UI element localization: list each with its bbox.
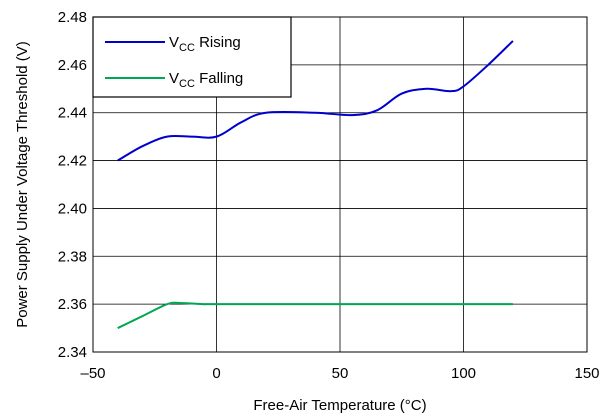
series-line-1: [117, 301, 513, 329]
x-tick-label: –50: [80, 365, 105, 382]
y-tick-label: 2.46: [58, 57, 87, 74]
y-tick-label: 2.36: [58, 296, 87, 313]
legend-entry: VCC Falling: [169, 70, 243, 90]
plot-frame: [92, 16, 588, 353]
series-lines: [117, 40, 514, 329]
y-tick-label: 2.48: [58, 9, 87, 26]
x-axis-label: Free-Air Temperature (°C): [253, 397, 426, 414]
x-tick-label: 100: [451, 365, 476, 382]
y-tick-label: 2.34: [58, 344, 87, 361]
x-tick-label: 50: [332, 365, 349, 382]
y-tick-label: 2.42: [58, 153, 87, 170]
legend-entry: VCC Rising: [169, 34, 241, 54]
x-tick-labels: –50 0 50 100 150: [80, 365, 599, 382]
y-tick-labels: 2.34 2.36 2.38 2.40 2.42 2.44 2.46 2.48: [58, 9, 87, 361]
y-tick-label: 2.38: [58, 248, 87, 265]
y-tick-label: 2.40: [58, 200, 87, 217]
y-tick-label: 2.44: [58, 105, 87, 122]
series-line-0: [117, 40, 514, 162]
x-tick-label: 150: [574, 365, 599, 382]
x-tick-label: 0: [212, 365, 220, 382]
y-axis-label: Power Supply Under Voltage Threshold (V): [14, 41, 31, 328]
legend: VCC Rising VCC Falling: [92, 16, 292, 98]
legend-box: [92, 16, 292, 98]
